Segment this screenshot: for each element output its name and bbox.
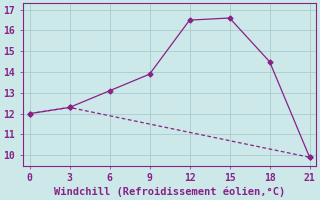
X-axis label: Windchill (Refroidissement éolien,°C): Windchill (Refroidissement éolien,°C) [54, 186, 285, 197]
